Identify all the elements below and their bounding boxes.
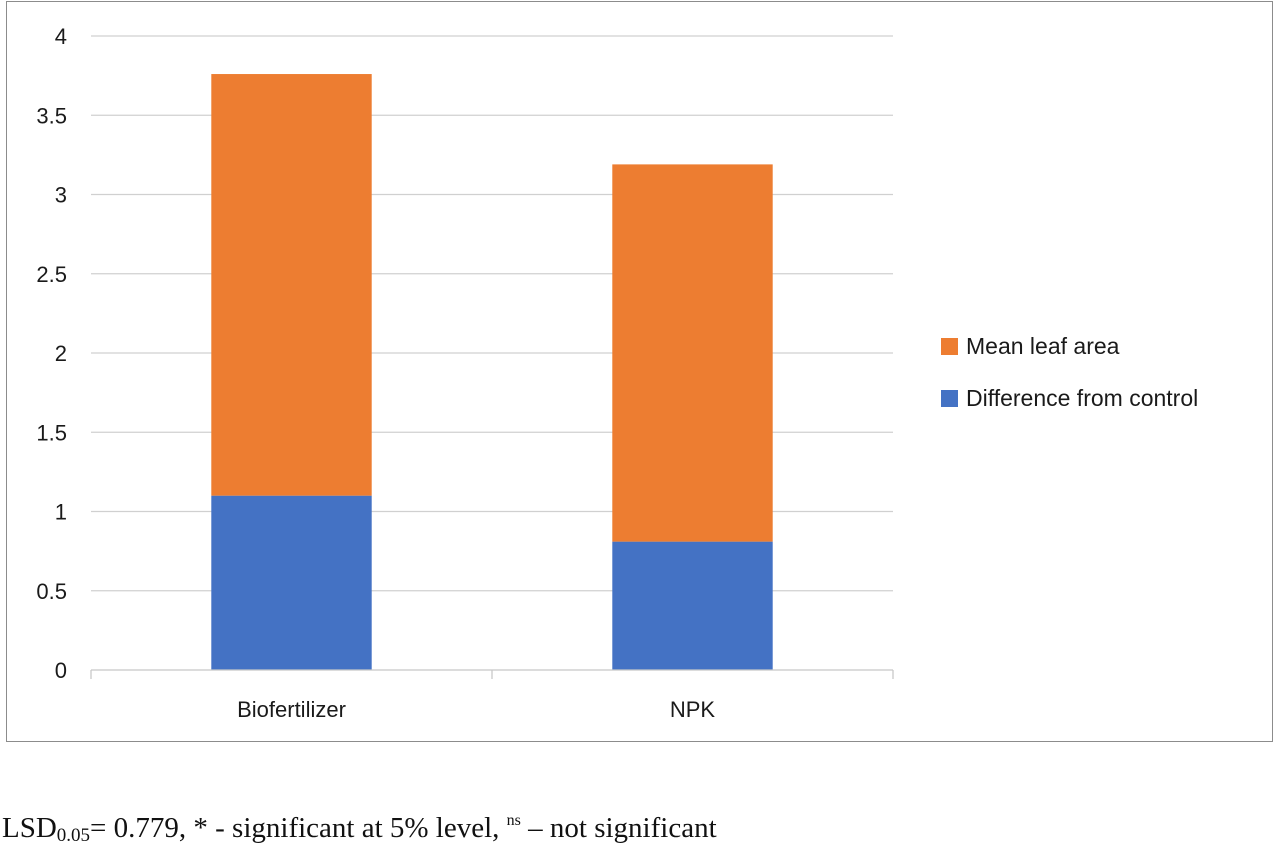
bar-mean-leaf-area [612, 164, 773, 542]
bar-difference-from-control [211, 495, 372, 670]
footnote: LSD0.05= 0.779, * - significant at 5% le… [2, 812, 717, 845]
legend: Mean leaf area Difference from control [941, 333, 1198, 411]
x-category-label: NPK [670, 697, 716, 722]
footnote-ns-superscript: ns [506, 812, 521, 829]
y-tick-label: 2.5 [36, 262, 67, 287]
bar-difference-from-control [612, 541, 773, 670]
footnote-lsd-prefix: LSD [2, 812, 57, 844]
x-category-label: Biofertilizer [237, 697, 346, 722]
legend-swatch [941, 338, 958, 355]
y-tick-label: 1.5 [36, 420, 67, 445]
bars [211, 74, 773, 670]
y-tick-label: 0 [55, 658, 67, 683]
chart-frame: 0 0.5 1 1.5 2 2.5 3 3.5 4 Biofertilizer NPK Mean l… [6, 1, 1273, 742]
legend-label: Difference from control [966, 385, 1198, 411]
bar-mean-leaf-area [211, 74, 372, 496]
footnote-ns-text: – not significant [520, 812, 717, 844]
y-tick-label: 3 [55, 183, 67, 208]
stacked-bar-chart: 0 0.5 1 1.5 2 2.5 3 3.5 4 Biofertilizer NPK Mean l… [36, 24, 1198, 722]
footnote-lsd-subscript: 0.05 [56, 825, 91, 846]
footnote-lsd-value: = 0.779, * - significant at 5% level, [90, 812, 507, 844]
legend-swatch [941, 390, 958, 407]
legend-label: Mean leaf area [966, 333, 1120, 359]
y-tick-label: 3.5 [36, 103, 67, 128]
y-tick-label: 0.5 [36, 579, 67, 604]
axes: 0 0.5 1 1.5 2 2.5 3 3.5 4 Biofertilizer NPK [36, 24, 894, 722]
y-tick-label: 2 [55, 341, 67, 366]
y-tick-label: 4 [55, 24, 67, 49]
y-tick-label: 1 [55, 500, 67, 525]
